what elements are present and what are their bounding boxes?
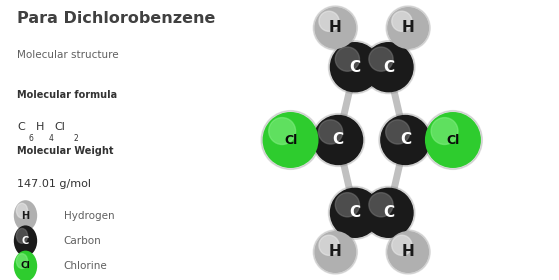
- Text: Molecular Weight: Molecular Weight: [17, 146, 113, 156]
- Circle shape: [330, 42, 380, 92]
- Text: H: H: [329, 244, 342, 260]
- Circle shape: [261, 111, 320, 169]
- Circle shape: [387, 7, 429, 49]
- Circle shape: [386, 120, 410, 144]
- Text: 2: 2: [73, 134, 78, 143]
- Text: C: C: [383, 205, 394, 220]
- Circle shape: [369, 193, 393, 217]
- Text: 4: 4: [49, 134, 53, 143]
- Circle shape: [312, 113, 364, 166]
- Circle shape: [14, 251, 37, 280]
- Text: Para Dichlorobenzene: Para Dichlorobenzene: [17, 11, 215, 26]
- Circle shape: [363, 42, 414, 92]
- Circle shape: [380, 115, 430, 165]
- Text: H: H: [402, 20, 415, 36]
- Text: Cl: Cl: [21, 262, 30, 270]
- Text: 6: 6: [29, 134, 34, 143]
- Text: H: H: [329, 20, 342, 36]
- Circle shape: [329, 186, 381, 239]
- Circle shape: [14, 200, 37, 231]
- Circle shape: [386, 6, 430, 50]
- Text: Cl: Cl: [55, 122, 65, 132]
- Text: Molecular structure: Molecular structure: [17, 50, 119, 60]
- Circle shape: [14, 225, 37, 256]
- Text: Cl: Cl: [446, 134, 459, 146]
- Circle shape: [392, 11, 412, 31]
- Circle shape: [319, 11, 339, 31]
- Text: Chlorine: Chlorine: [64, 261, 107, 271]
- Circle shape: [335, 193, 359, 217]
- Text: C: C: [383, 60, 394, 75]
- Text: C: C: [17, 122, 25, 132]
- Circle shape: [424, 111, 482, 169]
- Circle shape: [314, 7, 356, 49]
- Circle shape: [425, 112, 481, 168]
- Circle shape: [16, 228, 27, 243]
- Text: Molecular formula: Molecular formula: [17, 90, 117, 100]
- Circle shape: [362, 186, 415, 239]
- Circle shape: [329, 41, 381, 94]
- Circle shape: [16, 254, 27, 269]
- Text: Carbon: Carbon: [64, 236, 102, 246]
- Circle shape: [392, 235, 412, 255]
- Circle shape: [431, 118, 458, 144]
- Circle shape: [362, 41, 415, 94]
- Text: C: C: [349, 205, 361, 220]
- Text: C: C: [22, 236, 29, 246]
- Circle shape: [363, 188, 414, 238]
- Text: H: H: [21, 211, 30, 221]
- Circle shape: [335, 47, 359, 71]
- Circle shape: [263, 112, 319, 168]
- Circle shape: [330, 188, 380, 238]
- Text: C: C: [333, 132, 344, 148]
- Circle shape: [319, 120, 343, 144]
- Circle shape: [369, 47, 393, 71]
- Circle shape: [319, 235, 339, 255]
- Circle shape: [313, 6, 357, 50]
- Text: Hydrogen: Hydrogen: [64, 211, 115, 221]
- Circle shape: [379, 113, 432, 166]
- Text: 147.01 g/mol: 147.01 g/mol: [17, 179, 91, 189]
- Text: C: C: [400, 132, 411, 148]
- Text: C: C: [349, 60, 361, 75]
- Circle shape: [386, 230, 430, 274]
- Text: Cl: Cl: [284, 134, 297, 146]
- Circle shape: [313, 230, 357, 274]
- Circle shape: [313, 115, 363, 165]
- Circle shape: [16, 203, 27, 218]
- Circle shape: [387, 231, 429, 273]
- Text: H: H: [36, 122, 44, 132]
- Text: H: H: [402, 244, 415, 260]
- Circle shape: [314, 231, 356, 273]
- Circle shape: [269, 118, 296, 144]
